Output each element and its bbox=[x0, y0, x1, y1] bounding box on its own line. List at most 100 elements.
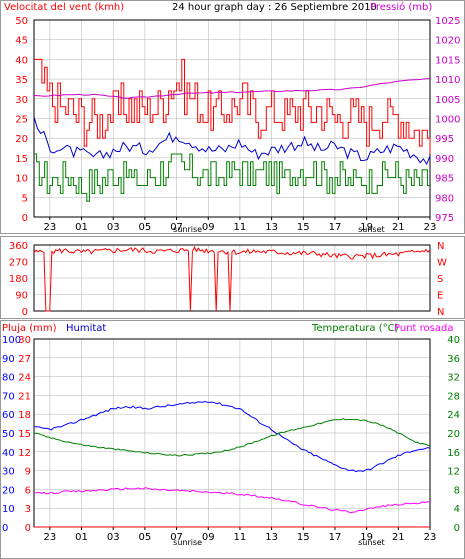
wind-right-tick-label: 1010 bbox=[435, 75, 460, 86]
rain-tick-label: 0 bbox=[25, 523, 31, 534]
dewpoint-axis-title: Punt rosada bbox=[394, 323, 453, 334]
bottom-hour-label: 17 bbox=[329, 532, 342, 543]
wind-sunrise-label: sunrise bbox=[173, 225, 202, 234]
rain-tick-label: 27 bbox=[18, 354, 31, 365]
dir-left-tick-label: 270 bbox=[9, 258, 28, 269]
wind-hour-label: 05 bbox=[139, 222, 152, 233]
wind-series-avg_wind bbox=[33, 116, 431, 166]
wind-left-title: Velocitat del vent (kmh) bbox=[4, 2, 124, 13]
humidity-tick-label: 30 bbox=[2, 467, 15, 478]
bottom-series-humidity bbox=[33, 400, 431, 473]
bottom-hour-label: 19 bbox=[360, 532, 373, 543]
wind-center-title: 24 hour graph day : 26 Septiembre 2010 bbox=[172, 2, 377, 13]
wind-hour-label: 23 bbox=[43, 222, 56, 233]
wind-right-tick-label: 995 bbox=[435, 134, 454, 145]
wind-right-tick-label: 990 bbox=[435, 154, 454, 165]
rain-tick-label: 21 bbox=[18, 391, 31, 402]
temperature-tick-label: 12 bbox=[447, 467, 460, 478]
wind-left-tick-label: 35 bbox=[15, 75, 28, 86]
bottom-hour-label: 03 bbox=[107, 532, 120, 543]
humidity-tick-label: 60 bbox=[2, 410, 15, 421]
dir-series-direction bbox=[33, 245, 431, 312]
wind-left-tick-label: 25 bbox=[15, 115, 28, 126]
bottom-series-temperature bbox=[33, 487, 431, 514]
humidity-tick-label: 10 bbox=[2, 504, 15, 515]
wind-left-tick-label: 30 bbox=[15, 95, 28, 106]
wind-hour-label: 01 bbox=[75, 222, 88, 233]
rain-tick-label: 24 bbox=[18, 373, 31, 384]
bottom-sunrise-label: sunrise bbox=[173, 538, 202, 547]
rain-tick-label: 15 bbox=[18, 429, 31, 440]
rain-tick-label: 30 bbox=[18, 335, 31, 346]
temp-humidity-chart: 0102030405060708090100036912151821242730… bbox=[2, 335, 460, 547]
wind-right-tick-label: 980 bbox=[435, 193, 454, 204]
wind-right-tick-label: 1005 bbox=[435, 95, 460, 106]
temperature-tick-label: 4 bbox=[454, 504, 460, 515]
temperature-tick-label: 24 bbox=[447, 410, 460, 421]
rain-tick-label: 3 bbox=[25, 504, 31, 515]
dir-compass-label: N bbox=[437, 241, 444, 252]
bottom-hour-label: 21 bbox=[392, 532, 405, 543]
wind-hour-label: 03 bbox=[107, 222, 120, 233]
bottom-hour-label: 01 bbox=[75, 532, 88, 543]
wind-series-pressure bbox=[33, 78, 430, 99]
dir-left-tick-label: 360 bbox=[9, 241, 28, 252]
bottom-hour-label: 09 bbox=[202, 532, 215, 543]
wind-left-tick-label: 45 bbox=[15, 36, 28, 47]
wind-hour-label: 19 bbox=[360, 222, 373, 233]
temperature-tick-label: 36 bbox=[447, 354, 460, 365]
humidity-axis-title: Humitat bbox=[66, 323, 106, 334]
temperature-tick-label: 20 bbox=[447, 429, 460, 440]
wind-left-tick-label: 10 bbox=[15, 174, 28, 185]
wind-hour-label: 09 bbox=[202, 222, 215, 233]
humidity-tick-label: 0 bbox=[2, 523, 8, 534]
wind-hour-label: 17 bbox=[329, 222, 342, 233]
rain-tick-label: 18 bbox=[18, 410, 31, 421]
wind-hour-label: 23 bbox=[424, 222, 437, 233]
humidity-tick-label: 80 bbox=[2, 373, 15, 384]
humidity-tick-label: 90 bbox=[2, 354, 15, 365]
wind-right-tick-label: 1000 bbox=[435, 115, 460, 126]
wind-right-title: Pressió (mb) bbox=[370, 1, 432, 13]
temperature-tick-label: 0 bbox=[454, 523, 460, 534]
wind-left-tick-label: 5 bbox=[22, 193, 28, 204]
temperature-tick-label: 32 bbox=[447, 373, 460, 384]
humidity-tick-label: 50 bbox=[2, 429, 15, 440]
temperature-axis-title: Temperatura (°C) bbox=[311, 323, 399, 334]
dir-panel-frame bbox=[0, 236, 465, 319]
wind-left-tick-label: 50 bbox=[15, 16, 28, 27]
wind-hour-label: 07 bbox=[170, 222, 183, 233]
bottom-hour-label: 23 bbox=[43, 532, 56, 543]
bottom-hour-label: 05 bbox=[139, 532, 152, 543]
wind-hour-label: 13 bbox=[265, 222, 278, 233]
bottom-hour-label: 23 bbox=[424, 532, 437, 543]
humidity-tick-label: 40 bbox=[2, 448, 15, 459]
humidity-tick-label: 20 bbox=[2, 485, 15, 496]
dir-compass-label: W bbox=[437, 258, 447, 269]
wind-sunset-label: sunset bbox=[358, 225, 385, 234]
bottom-sunset-label: sunset bbox=[358, 538, 385, 547]
temperature-tick-label: 40 bbox=[447, 335, 460, 346]
dir-compass-label: S bbox=[437, 274, 443, 285]
bottom-series-temperature bbox=[33, 418, 431, 457]
wind-left-tick-label: 0 bbox=[22, 213, 28, 224]
temperature-tick-label: 28 bbox=[447, 391, 460, 402]
bottom-hour-label: 07 bbox=[170, 532, 183, 543]
wind-hour-label: 11 bbox=[234, 222, 247, 233]
bottom-panel-frame bbox=[0, 320, 465, 559]
wind-left-tick-label: 40 bbox=[15, 55, 28, 66]
rain-tick-label: 9 bbox=[25, 467, 31, 478]
wind-left-tick-label: 15 bbox=[15, 154, 28, 165]
wind-right-tick-label: 975 bbox=[435, 213, 454, 224]
wind-series-wind bbox=[34, 58, 431, 154]
rain-tick-label: 6 bbox=[25, 485, 31, 496]
wind-hour-label: 21 bbox=[392, 222, 405, 233]
dir-left-tick-label: 180 bbox=[9, 274, 28, 285]
dir-left-tick-label: 90 bbox=[15, 291, 28, 302]
dir-left-tick-label: 0 bbox=[22, 307, 28, 318]
bottom-hour-label: 11 bbox=[234, 532, 247, 543]
bottom-hour-label: 13 bbox=[265, 532, 278, 543]
dir-compass-label: N bbox=[437, 307, 444, 318]
